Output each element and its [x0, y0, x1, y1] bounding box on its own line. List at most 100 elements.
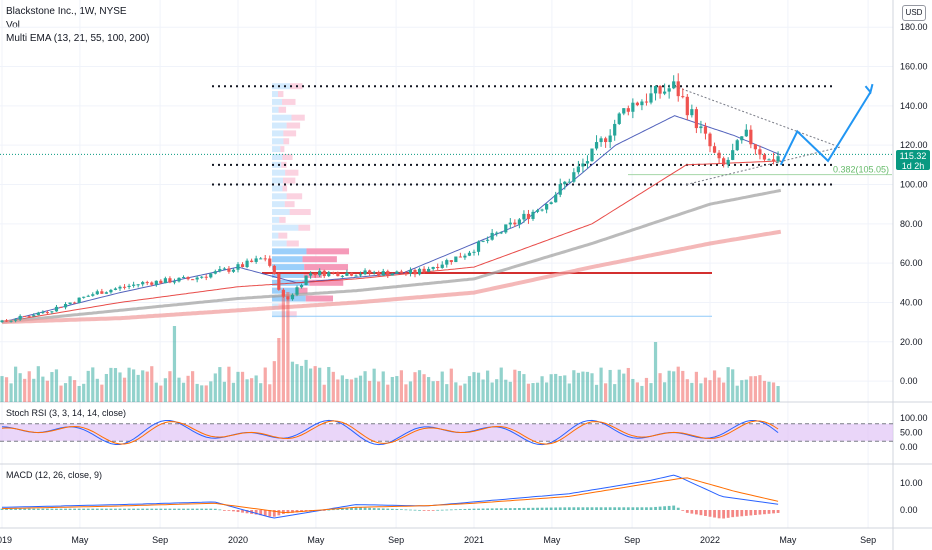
time-tick-label: May: [779, 535, 797, 545]
candle-body: [95, 291, 99, 295]
currency-button[interactable]: USD: [902, 5, 926, 21]
macd-histogram-bar: [245, 510, 249, 514]
macd-histogram-bar: [222, 510, 226, 511]
candle-body: [712, 146, 717, 153]
volume-bar: [177, 377, 181, 402]
macd-histogram-bar: [59, 508, 63, 510]
candle-body: [268, 258, 272, 266]
candle-body: [50, 311, 54, 313]
macd-tick-label: 10.00: [900, 478, 923, 488]
volume-bar: [495, 379, 499, 402]
candle-body: [141, 282, 145, 285]
candle-body: [613, 123, 617, 136]
volume-bar: [27, 371, 31, 402]
macd-histogram-bar: [177, 508, 181, 510]
volume-bar: [218, 367, 222, 402]
macd-histogram-bar: [527, 507, 530, 510]
macd-histogram-bar: [404, 509, 408, 511]
candle-body: [259, 258, 263, 260]
macd-histogram-bar: [626, 507, 630, 510]
macd-histogram-bar: [463, 508, 467, 510]
volume-bar: [472, 372, 476, 402]
candle-body: [549, 202, 553, 204]
candle-body: [594, 142, 599, 149]
volume-bar: [122, 377, 127, 402]
triangle-line: [674, 85, 840, 148]
candle-body: [740, 136, 744, 141]
candle-body: [204, 276, 208, 278]
volume-profile-bar: [285, 169, 299, 176]
volume-bar: [63, 383, 68, 402]
macd-histogram-bar: [45, 508, 49, 510]
candle-body: [454, 256, 458, 263]
candle-body: [172, 281, 177, 283]
volume-bar: [676, 366, 680, 402]
volume-bar: [268, 384, 272, 402]
candle-body: [272, 265, 276, 274]
candle-body: [749, 129, 753, 145]
candle-body: [663, 91, 667, 94]
volume-bar: [172, 326, 177, 402]
macd-histogram-bar: [363, 507, 367, 510]
volume-profile-bar: [291, 114, 305, 121]
candle-body: [100, 291, 104, 294]
macd-histogram-bar: [690, 510, 694, 514]
volume-bar: [73, 380, 77, 402]
candle-body: [617, 113, 621, 124]
volume-bar: [744, 379, 748, 402]
volume-bar: [631, 378, 635, 402]
macd-histogram-bar: [536, 507, 539, 510]
macd-histogram-bar: [436, 509, 440, 511]
volume-bar: [386, 384, 390, 402]
candle-body: [32, 315, 36, 317]
volume-bar: [490, 382, 494, 402]
volume-bar: [109, 367, 113, 402]
macd-histogram-bar: [118, 508, 122, 510]
volume-bar: [558, 375, 562, 402]
time-tick-label: May: [543, 535, 561, 545]
macd-histogram-bar: [395, 509, 399, 510]
candle-body: [236, 264, 240, 270]
candle-body: [240, 264, 245, 268]
volume-bar: [290, 361, 295, 402]
volume-profile-bar: [272, 185, 283, 192]
candle-body: [45, 312, 49, 314]
volume-bar: [767, 381, 771, 402]
volume-bar: [250, 378, 254, 402]
volume-bar: [186, 375, 190, 402]
macd-histogram-bar: [73, 508, 77, 510]
candle-body: [345, 272, 349, 276]
macd-histogram-bar: [681, 510, 685, 511]
candle-body: [404, 273, 408, 275]
volume-bar: [4, 377, 9, 402]
candle-body: [531, 211, 535, 219]
macd-histogram-bar: [540, 507, 544, 510]
candle-body: [608, 135, 612, 143]
macd-histogram-bar: [744, 510, 748, 516]
candle-body: [313, 273, 317, 276]
candle-body: [731, 150, 735, 160]
macd-histogram-bar: [64, 508, 67, 510]
macd-histogram-bar: [640, 507, 644, 510]
macd-histogram-bar: [772, 510, 775, 514]
macd-histogram-bar: [431, 510, 435, 511]
volume-profile-bar: [272, 138, 284, 145]
macd-histogram-bar: [322, 510, 326, 511]
macd-line: [1, 474, 779, 519]
volume-profile-bar: [272, 193, 287, 200]
volume-bar: [554, 373, 558, 402]
volume-bar: [522, 374, 526, 402]
volume-profile-bar: [272, 169, 286, 176]
macd-histogram-bar: [195, 508, 199, 510]
macd-histogram-bar: [236, 510, 240, 512]
macd-histogram-bar: [50, 508, 54, 510]
volume-bar: [399, 370, 403, 402]
volume-profile-bar: [272, 153, 283, 160]
volume-bar: [594, 384, 599, 402]
volume-bar: [86, 370, 90, 402]
volume-bar: [649, 383, 653, 402]
time-tick-label: May: [307, 535, 325, 545]
candle-body: [767, 159, 771, 161]
macd-histogram-bar: [232, 510, 235, 512]
